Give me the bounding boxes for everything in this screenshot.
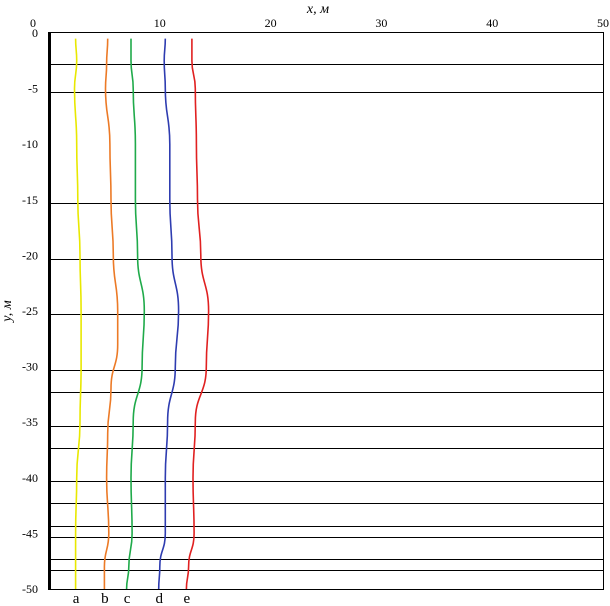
y-tick-label: -15 (22, 193, 38, 207)
y-tick-label: -25 (22, 304, 38, 318)
y-tick-label: -45 (22, 526, 38, 540)
series-line-a (73, 38, 82, 589)
y-tick-label: -40 (22, 471, 38, 485)
y-tick-label: -35 (22, 415, 38, 429)
x-tick-label: 20 (265, 16, 277, 30)
x-tick-labels: 0 10 20 30 40 50 (30, 16, 609, 30)
series-line-c (125, 38, 146, 590)
plot-frame (48, 32, 604, 590)
y-tick-label: -5 (28, 82, 38, 96)
x-tick-label: 50 (597, 16, 609, 30)
series-curves (73, 38, 210, 590)
series-line-d (157, 38, 180, 590)
x-axis-label: x, м (306, 2, 329, 17)
y-tick-label: -30 (22, 360, 38, 374)
series-label-c: c (124, 591, 131, 606)
x-tick-label: 0 (30, 16, 36, 30)
series-label-d: d (155, 591, 163, 606)
y-tick-label: -20 (22, 248, 38, 262)
y-axis-label: y, м (0, 300, 15, 323)
y-tick-label: -50 (22, 582, 38, 596)
series-label-e: e (184, 591, 191, 606)
series-line-b (103, 38, 119, 589)
x-tick-label: 40 (486, 16, 498, 30)
x-tick-label: 10 (154, 16, 166, 30)
series-label-b: b (101, 591, 109, 606)
y-tick-label: -10 (22, 137, 38, 151)
y-tick-labels: 0 -5 -10 -15 -20 -25 -30 -35 -40 -45 -50 (22, 26, 38, 596)
series-label-a: a (73, 591, 80, 606)
y-tick-label: 0 (32, 26, 38, 40)
series-line-e (185, 38, 210, 590)
x-tick-label: 30 (375, 16, 387, 30)
